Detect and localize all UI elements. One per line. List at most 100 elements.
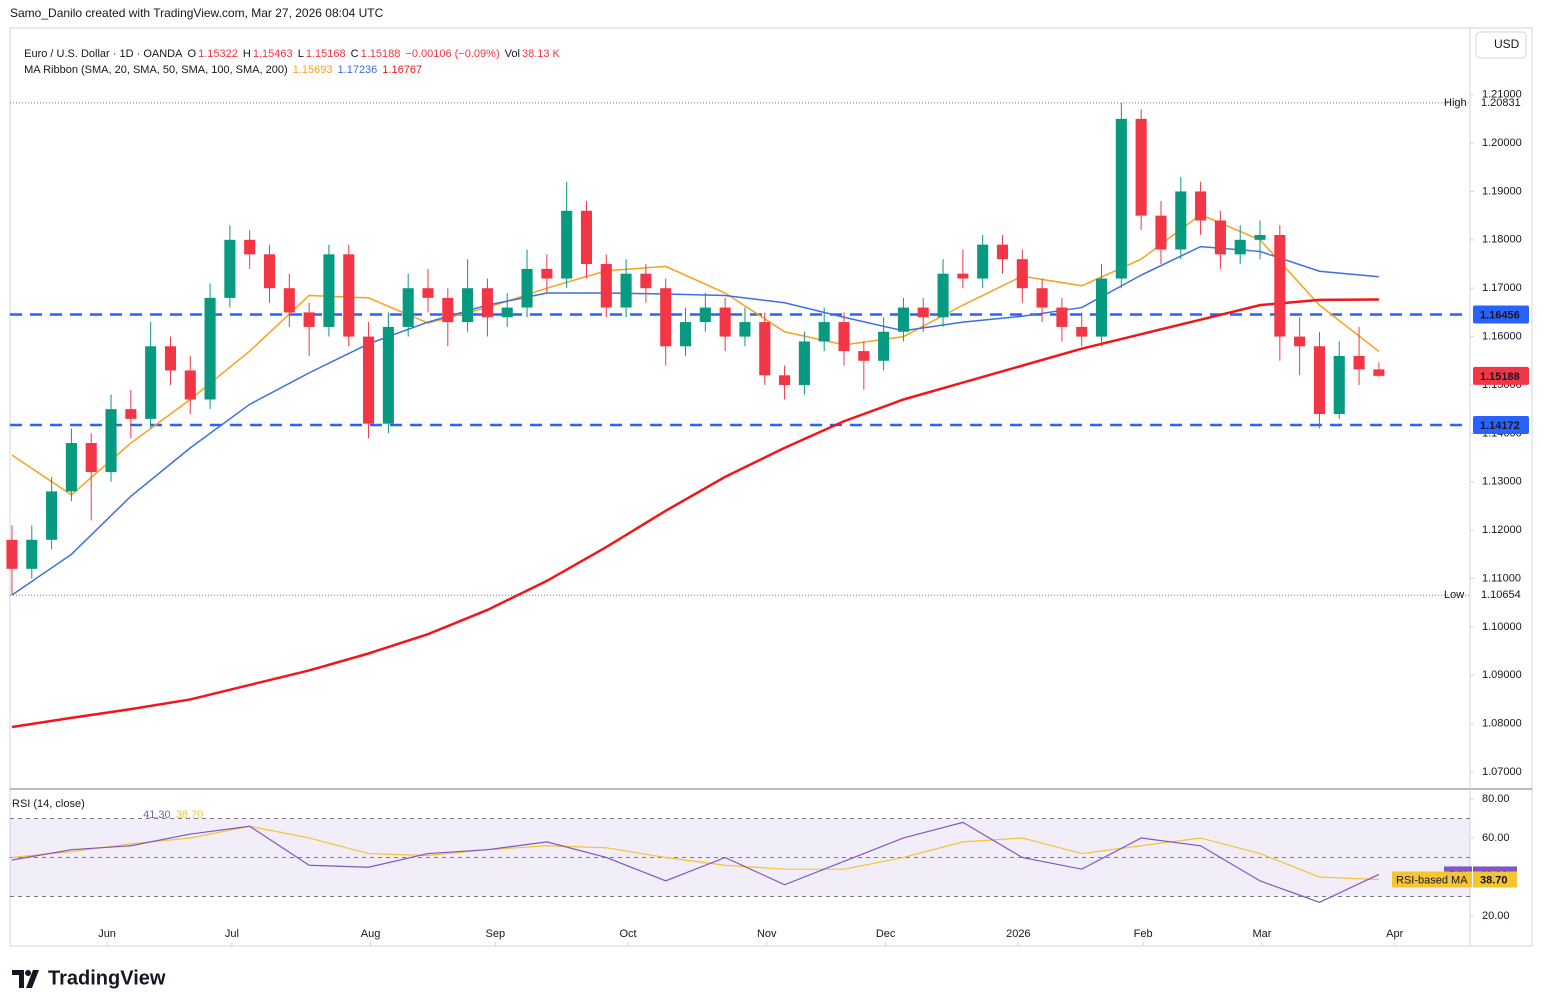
o-letter: O bbox=[187, 48, 197, 60]
y-tick-label: 1.08000 bbox=[1482, 718, 1522, 730]
candle-body bbox=[6, 539, 18, 569]
attribution: Samo_Danilo created with TradingView.com… bbox=[10, 6, 384, 20]
y-tick-label: 1.21000 bbox=[1482, 89, 1522, 101]
candle-body bbox=[1076, 326, 1088, 337]
candle-body bbox=[382, 326, 394, 424]
ma-value: 1.15693 bbox=[292, 64, 333, 76]
ma-line bbox=[11, 213, 1380, 496]
open-value: 1.15322 bbox=[198, 48, 238, 60]
h-letter: H bbox=[242, 48, 251, 60]
candle-body bbox=[1234, 239, 1246, 255]
candle-body bbox=[739, 322, 751, 337]
rsi-ma-badge-value: 38.70 bbox=[1480, 874, 1508, 886]
candle-body bbox=[1175, 191, 1187, 250]
extreme-label: High bbox=[1444, 97, 1467, 109]
close-value: 1.15188 bbox=[360, 48, 401, 60]
candle-body bbox=[917, 307, 929, 318]
currency[interactable]: USD bbox=[1494, 37, 1520, 51]
candle-body bbox=[164, 346, 177, 371]
candle-body bbox=[422, 288, 434, 298]
brand-logo bbox=[12, 970, 39, 988]
candle-body bbox=[343, 254, 355, 337]
high-value: 1.15463 bbox=[252, 48, 293, 60]
candle-body bbox=[363, 336, 375, 424]
candle-body bbox=[897, 307, 909, 332]
candle-body bbox=[501, 307, 513, 318]
candle-body bbox=[541, 268, 553, 279]
candle-body bbox=[640, 273, 652, 289]
candle-body bbox=[1056, 307, 1068, 327]
y-tick-label: 1.11000 bbox=[1482, 572, 1521, 584]
candle-body bbox=[996, 244, 1009, 260]
y-tick-label: 1.17000 bbox=[1482, 282, 1522, 294]
candle-body bbox=[125, 409, 137, 419]
x-tick-label: Mar bbox=[1253, 928, 1272, 940]
y-tick-label: 1.10000 bbox=[1482, 621, 1522, 633]
candle-body bbox=[798, 341, 810, 385]
chart-frame bbox=[9, 27, 1533, 947]
volume-letter: Vol bbox=[504, 48, 520, 60]
candle-body bbox=[600, 264, 612, 308]
ma-line bbox=[11, 245, 1379, 596]
candle-body bbox=[1274, 234, 1286, 337]
brand: TradingView bbox=[48, 967, 166, 989]
rsi-ma-line bbox=[11, 825, 1379, 881]
rsi-title: RSI (14, close) bbox=[12, 798, 85, 810]
y-tick-label: 1.16000 bbox=[1482, 330, 1522, 342]
candle-body bbox=[977, 244, 989, 279]
rsi-tick-label: 20.00 bbox=[1482, 910, 1510, 922]
x-tick-label: Jun bbox=[98, 928, 116, 940]
price-badge bbox=[1473, 366, 1529, 385]
extreme-value: 1.20831 bbox=[1481, 97, 1521, 109]
rsi-value: 41.30 bbox=[143, 809, 171, 821]
x-tick-label: Apr bbox=[1386, 928, 1403, 940]
candle-body bbox=[105, 409, 117, 473]
x-tick-label: Aug bbox=[361, 928, 381, 940]
x-tick-label: Feb bbox=[1134, 928, 1153, 940]
candle-body bbox=[719, 307, 731, 337]
candle-body bbox=[779, 375, 791, 385]
candle-body bbox=[1155, 215, 1167, 250]
rsi-line bbox=[11, 821, 1380, 903]
candle-body bbox=[85, 443, 97, 473]
y-tick-label: 1.07000 bbox=[1482, 766, 1522, 778]
candle-body bbox=[1195, 191, 1207, 221]
candle-body bbox=[283, 288, 295, 313]
candle-body bbox=[838, 322, 850, 352]
candle-body bbox=[263, 254, 276, 289]
y-tick-label: 1.13000 bbox=[1482, 476, 1522, 488]
rsi-tick-label: 80.00 bbox=[1482, 793, 1510, 805]
candle-body bbox=[818, 322, 830, 342]
candle-body bbox=[1294, 336, 1306, 347]
candle-body bbox=[878, 331, 890, 361]
candle-body bbox=[1333, 355, 1345, 415]
rsi-tick-label: 60.00 bbox=[1482, 832, 1510, 844]
l-letter: L bbox=[297, 48, 304, 60]
price-badge bbox=[1473, 305, 1529, 324]
price-badge-label: 1.16456 bbox=[1480, 309, 1520, 321]
low-value: 1.15168 bbox=[305, 48, 346, 60]
candle-body bbox=[858, 351, 870, 361]
ma-legend: MA Ribbon (SMA, 20, SMA, 50, SMA, 100, S… bbox=[18, 52, 424, 76]
extreme-value: 1.10654 bbox=[1481, 589, 1521, 601]
candle-body bbox=[1214, 220, 1226, 255]
candle-body bbox=[323, 254, 335, 327]
candle-body bbox=[184, 370, 196, 400]
candle-body bbox=[1313, 346, 1325, 415]
ma-value: 1.16767 bbox=[382, 64, 423, 76]
ma-label: MA Ribbon (SMA, 20, SMA, 50, SMA, 100, S… bbox=[24, 64, 288, 76]
ma-line bbox=[11, 298, 1379, 729]
candle-body bbox=[1016, 259, 1028, 289]
c-letter: C bbox=[350, 48, 359, 60]
candle-body bbox=[1036, 288, 1048, 308]
change: −0.00106 (−0.09%) bbox=[405, 48, 500, 60]
currency-button[interactable] bbox=[1475, 31, 1527, 59]
candle-body bbox=[580, 210, 593, 265]
rsi-ma-badge bbox=[1473, 871, 1517, 888]
candle-body bbox=[660, 288, 672, 347]
price-badge-label: 1.15188 bbox=[1480, 371, 1520, 383]
candle-body bbox=[759, 322, 771, 376]
price-badge-label: 1.14172 bbox=[1480, 420, 1520, 432]
price-badge bbox=[1473, 416, 1529, 435]
